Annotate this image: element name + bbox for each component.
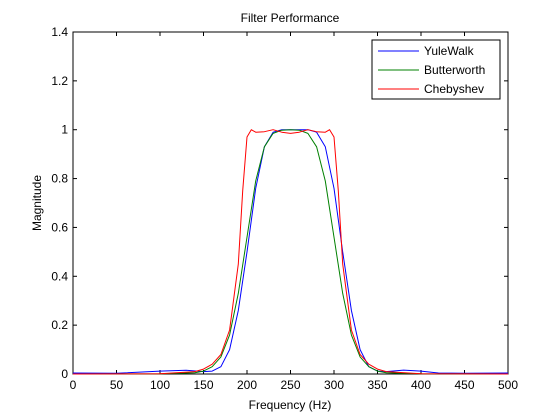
x-tick-label: 300: [324, 378, 344, 392]
y-tick-label: 0: [61, 367, 68, 381]
axis-ticks: 0 50 100 150 200 250 300 350 400 450 500 0 0.2 0.4 0.6…: [51, 25, 518, 392]
legend-label-butterworth: Butterworth: [424, 63, 485, 77]
y-tick-label: 1.4: [51, 25, 68, 39]
y-tick-label: 0.8: [51, 172, 68, 186]
x-tick-label: 50: [110, 378, 124, 392]
legend-label-chebyshev: Chebyshev: [424, 82, 484, 96]
x-tick-label: 200: [237, 378, 257, 392]
legend: YuleWalk Butterworth Chebyshev: [371, 39, 501, 100]
x-tick-label: 350: [367, 378, 387, 392]
legend-label-yulewalk: YuleWalk: [424, 44, 475, 58]
y-axis-label: Magnitude: [30, 175, 44, 231]
x-tick-label: 150: [193, 378, 213, 392]
y-tick-label: 0.2: [51, 318, 68, 332]
chart-title: Filter Performance: [241, 11, 340, 25]
x-tick-label: 250: [280, 378, 300, 392]
x-tick-label: 500: [498, 378, 518, 392]
x-tick-label: 450: [454, 378, 474, 392]
series-lines: [72, 129, 509, 375]
y-tick-label: 1.2: [51, 74, 68, 88]
y-tick-label: 0.6: [51, 220, 68, 234]
series-line-chebyshev: [72, 129, 509, 375]
y-tick-label: 0.4: [51, 269, 68, 283]
series-line-butterworth: [72, 129, 509, 375]
x-tick-label: 0: [70, 378, 77, 392]
y-tick-label: 1: [61, 123, 68, 137]
x-tick-label: 400: [411, 378, 431, 392]
x-axis-label: Frequency (Hz): [249, 398, 332, 412]
x-tick-label: 100: [150, 378, 170, 392]
